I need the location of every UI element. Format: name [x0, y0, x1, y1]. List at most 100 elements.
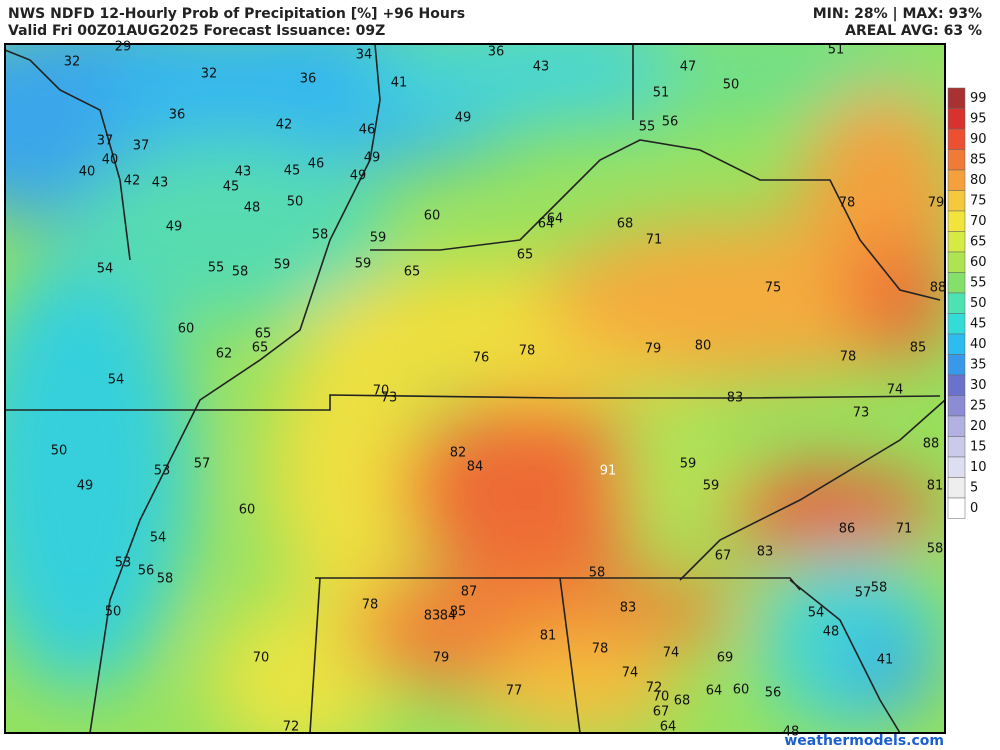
map-value: 74	[887, 383, 904, 398]
map-value: 70	[373, 384, 390, 399]
legend-label: 40	[970, 337, 987, 352]
map-value: 49	[364, 151, 381, 166]
map-value: 51	[828, 43, 845, 58]
legend-swatch	[947, 456, 966, 478]
map-value: 48	[783, 725, 800, 740]
map-value: 78	[592, 642, 609, 657]
legend-label: 5	[970, 480, 978, 495]
map-value: 73	[853, 406, 870, 421]
map-value: 64	[660, 720, 677, 735]
map-value: 36	[300, 72, 317, 87]
map-value: 58	[589, 566, 606, 581]
map-value: 65	[255, 327, 272, 342]
map-value: 65	[404, 265, 421, 280]
map-value: 71	[896, 522, 913, 537]
map-value: 49	[77, 479, 94, 494]
map-value: 41	[391, 76, 408, 91]
legend-swatch	[947, 231, 966, 253]
legend-label: 75	[970, 193, 987, 208]
map-value: 68	[674, 694, 691, 709]
map-value: 50	[723, 78, 740, 93]
map-value: 55	[208, 261, 225, 276]
map-value: 43	[533, 60, 550, 75]
map-value: 43	[152, 176, 169, 191]
legend-swatch	[947, 477, 966, 499]
legend-swatch	[947, 169, 966, 191]
map-value: 79	[928, 196, 945, 211]
map-value: 84	[440, 609, 457, 624]
map-value: 87	[461, 585, 478, 600]
map-value: 65	[252, 341, 269, 356]
legend-label: 99	[970, 91, 987, 106]
legend-label: 25	[970, 398, 987, 413]
map-value: 47	[680, 60, 697, 75]
legend-swatch	[947, 497, 966, 519]
map-value: 68	[617, 217, 634, 232]
map-value: 64	[706, 684, 723, 699]
map-value: 67	[715, 549, 732, 564]
map-value: 56	[138, 564, 155, 579]
map-value: 75	[765, 281, 782, 296]
map-value: 84	[467, 460, 484, 475]
map-value: 56	[662, 115, 679, 130]
map-value: 36	[169, 108, 186, 123]
map-value: 58	[157, 572, 174, 587]
title: NWS NDFD 12-Hourly Prob of Precipitation…	[8, 6, 465, 22]
map-value: 65	[517, 248, 534, 263]
map-value: 41	[877, 653, 894, 668]
map-value: 60	[424, 209, 441, 224]
map-value: 42	[124, 174, 141, 189]
map-value: 32	[201, 67, 218, 82]
map-value: 40	[102, 153, 119, 168]
map-value: 79	[433, 651, 450, 666]
map-value: 88	[930, 281, 947, 296]
legend-swatch	[947, 333, 966, 355]
map-value: 78	[839, 196, 856, 211]
map-value: 58	[232, 265, 249, 280]
watermark: weathermodels.com	[784, 733, 944, 749]
legend-swatch	[947, 415, 966, 437]
map-value: 83	[757, 545, 774, 560]
map-value: 46	[359, 123, 376, 138]
map-value: 88	[923, 437, 940, 452]
map-value: 49	[455, 111, 472, 126]
map-value: 29	[115, 40, 132, 55]
map-value: 45	[223, 180, 240, 195]
map-field	[5, 44, 945, 733]
map-value: 59	[370, 231, 387, 246]
map-value: 51	[653, 86, 670, 101]
map-value: 67	[653, 705, 670, 720]
map-value: 50	[51, 444, 68, 459]
legend-label: 65	[970, 234, 987, 249]
legend-label: 15	[970, 439, 987, 454]
map-value: 58	[312, 228, 329, 243]
legend-label: 55	[970, 275, 987, 290]
map-value: 71	[646, 233, 663, 248]
legend-label: 0	[970, 501, 978, 516]
map-value: 85	[910, 341, 927, 356]
map-value: 37	[133, 139, 150, 154]
map-value: 54	[150, 531, 167, 546]
map-value: 58	[871, 581, 888, 596]
map-value: 32	[64, 55, 81, 70]
legend-swatch	[947, 128, 966, 150]
map-value: 54	[97, 262, 114, 277]
map-value: 40	[79, 165, 96, 180]
map-frame	[4, 43, 946, 734]
map-value: 70	[653, 690, 670, 705]
legend-label: 80	[970, 173, 987, 188]
map-value: 54	[808, 606, 825, 621]
map-value: 43	[235, 165, 252, 180]
map-value: 70	[253, 651, 270, 666]
legend-swatch	[947, 374, 966, 396]
map-value: 69	[717, 651, 734, 666]
legend-label: 90	[970, 132, 987, 147]
map-value: 53	[154, 464, 171, 479]
map-value: 59	[355, 257, 372, 272]
map-value: 50	[287, 195, 304, 210]
legend-label: 50	[970, 296, 987, 311]
map-value: 49	[350, 169, 367, 184]
legend-label: 95	[970, 111, 987, 126]
map-value: 79	[645, 342, 662, 357]
map-value: 53	[115, 556, 132, 571]
